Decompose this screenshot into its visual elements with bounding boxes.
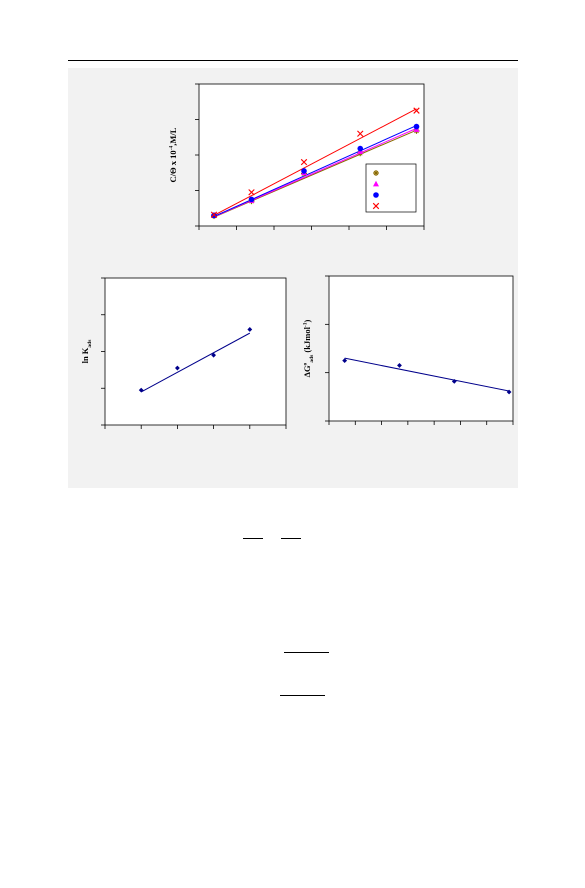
equation-fraction-bar <box>281 538 301 539</box>
data-point-cross <box>372 202 380 210</box>
data-point-cross <box>248 189 255 196</box>
fit-line <box>213 108 417 216</box>
data-point-circle <box>248 196 255 203</box>
fit-line <box>344 357 510 392</box>
y-axis-label-part: ads <box>87 339 93 348</box>
y-axis-label-part: (kJmol <box>302 326 312 354</box>
data-point-circle <box>413 123 420 130</box>
fit-line <box>140 332 251 393</box>
fit-line <box>213 127 417 218</box>
y-axis-label-part: C/Θ x 10 <box>168 150 178 182</box>
y-axis-label-part: ) <box>302 319 312 322</box>
data-point-diamond <box>397 363 402 368</box>
y-axis-label-part: ΔG <box>302 365 312 377</box>
data-point-circle <box>373 192 379 198</box>
data-point-cross <box>357 130 364 137</box>
data-point-diamond <box>247 327 253 332</box>
cross-stroke <box>413 107 420 114</box>
y-axis-label-part: -4 <box>169 145 175 150</box>
y-axis-label: ln Kads <box>80 339 93 364</box>
data-point-diamond <box>342 358 348 363</box>
fit-line <box>213 129 417 218</box>
y-axis-label: C/Θ x 10-4,M/L <box>168 127 178 182</box>
y-axis-label-part: -1 <box>303 322 309 327</box>
data-point-triangle <box>373 180 379 187</box>
y-axis-label-part: ads <box>309 354 315 363</box>
plot-area <box>328 275 514 422</box>
y-axis-label: ΔGoads (kJmol-1) <box>302 319 315 377</box>
y-axis-label-part: ,M/L <box>168 127 178 146</box>
plot-area <box>104 277 287 426</box>
cross-stroke <box>357 130 364 137</box>
data-point-diamond <box>451 378 457 384</box>
data-point-circle <box>357 145 364 152</box>
data-point-diamond <box>138 387 144 393</box>
data-point-cross <box>300 158 308 166</box>
y-axis-label-part: o <box>303 362 309 365</box>
y-axis-label-part: ln K <box>80 347 90 363</box>
data-point-circle <box>301 168 307 174</box>
cross-stroke <box>300 158 308 166</box>
cross-stroke <box>210 211 218 218</box>
equation-fraction-bar <box>280 695 325 696</box>
data-point-star <box>373 170 379 176</box>
data-point-diamond <box>211 352 216 358</box>
equation-fraction-bar <box>243 538 263 539</box>
cross-stroke <box>248 189 255 196</box>
cross-stroke <box>372 202 380 210</box>
data-point-cross <box>413 107 420 114</box>
header-rule <box>68 60 518 61</box>
equation-fraction-bar <box>284 652 329 653</box>
star-stroke <box>373 170 379 176</box>
data-point-cross <box>210 211 218 218</box>
data-point-diamond <box>175 365 180 371</box>
data-point-diamond <box>506 389 512 395</box>
fit-line <box>213 125 417 217</box>
